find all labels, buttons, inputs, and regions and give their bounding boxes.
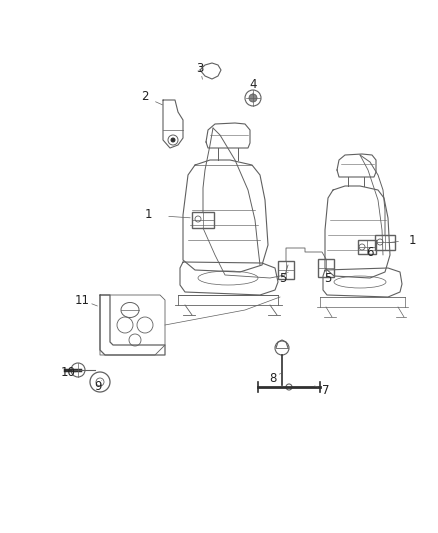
Text: 1: 1 [408,233,416,246]
Circle shape [171,138,175,142]
Text: 3: 3 [196,61,204,75]
Text: 9: 9 [94,379,102,392]
Bar [375,235,395,250]
Text: 8: 8 [269,372,277,384]
Text: 2: 2 [141,91,149,103]
Circle shape [249,94,257,102]
Bar [192,212,214,228]
Text: 10: 10 [60,366,75,378]
Text: 1: 1 [144,208,152,222]
Text: 6: 6 [366,246,374,259]
Text: 11: 11 [74,294,89,306]
Text: 4: 4 [249,78,257,92]
Text: 5: 5 [279,271,287,285]
Text: 7: 7 [322,384,330,397]
Bar [358,240,376,254]
Bar [278,261,294,279]
Bar [318,259,334,277]
Text: 5: 5 [324,271,332,285]
